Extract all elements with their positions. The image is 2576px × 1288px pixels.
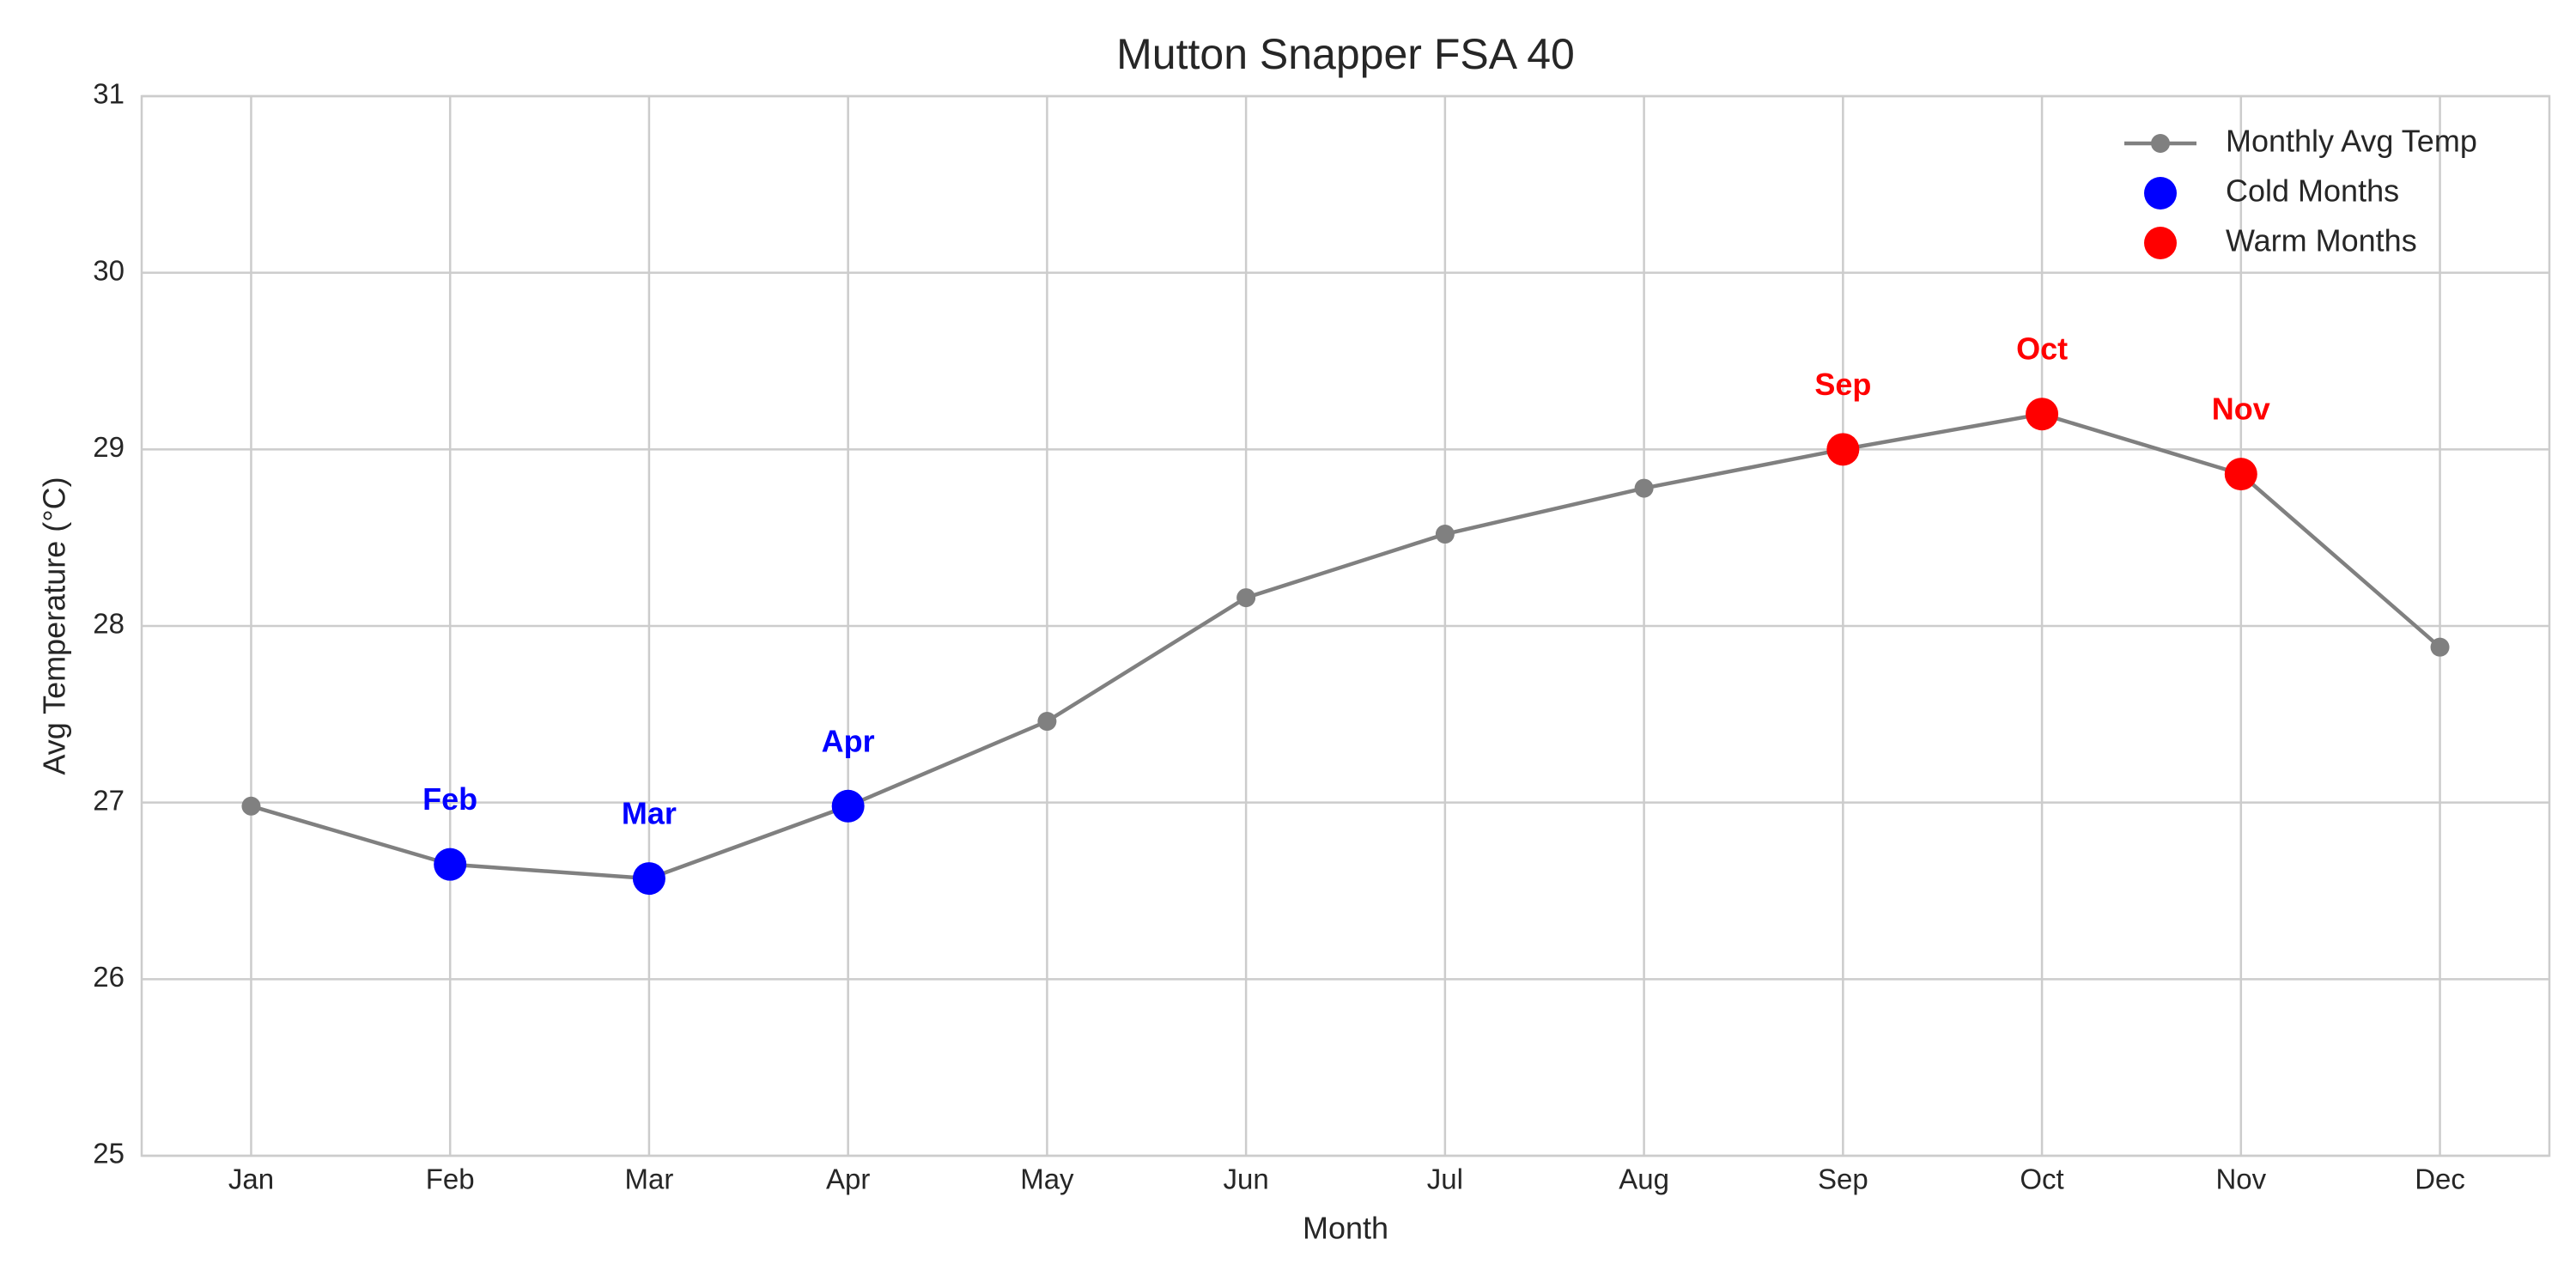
point-annotation: Sep [1814, 367, 1871, 402]
point-annotation: Mar [622, 796, 677, 831]
y-tick-label: 28 [93, 608, 125, 640]
point-annotation: Feb [422, 781, 477, 817]
highlight-point [831, 789, 865, 823]
line-marker [1037, 712, 1057, 732]
x-tick-label: Apr [826, 1163, 870, 1195]
highlight-point [434, 848, 467, 881]
x-tick-label: Mar [625, 1163, 674, 1195]
legend-label: Monthly Avg Temp [2226, 124, 2477, 159]
chart-title: Mutton Snapper FSA 40 [1116, 30, 1575, 78]
point-annotation: Apr [822, 723, 875, 758]
plot-frame [140, 94, 2551, 1157]
x-tick-label: Jul [1427, 1163, 1463, 1195]
y-tick-label: 30 [93, 254, 125, 286]
highlight-point [632, 862, 665, 896]
y-tick-label: 27 [93, 784, 125, 816]
legend-marker [2144, 227, 2177, 259]
line-marker [1236, 588, 1256, 608]
legend-label: Warm Months [2226, 223, 2417, 258]
point-annotation: Oct [2016, 331, 2068, 367]
line-marker [241, 796, 261, 816]
highlight-point [2224, 458, 2257, 491]
line-marker [1435, 525, 1455, 544]
y-tick-label: 25 [93, 1138, 125, 1170]
y-tick-label: 29 [93, 431, 125, 463]
y-axis-label: Avg Temperature (°C) [37, 477, 72, 775]
x-tick-label: Dec [2415, 1163, 2465, 1195]
point-annotation: Nov [2212, 392, 2270, 427]
highlight-point [1826, 433, 1860, 466]
x-tick-label: Sep [1818, 1163, 1868, 1195]
highlight-point [2026, 398, 2059, 431]
line-marker [2430, 637, 2450, 657]
x-tick-label: Oct [2020, 1163, 2063, 1195]
x-tick-label: Jun [1224, 1163, 1269, 1195]
x-tick-label: Feb [426, 1163, 475, 1195]
y-tick-label: 26 [93, 961, 125, 993]
x-tick-label: Aug [1619, 1163, 1669, 1195]
legend-marker [2144, 177, 2177, 210]
data-line [250, 411, 2442, 881]
legend-marker [2151, 134, 2170, 153]
x-axis-label: Month [1303, 1211, 1388, 1246]
x-tick-label: May [1020, 1163, 1074, 1195]
line-marker [1634, 478, 1654, 498]
x-tick-label: Jan [228, 1163, 274, 1195]
y-tick-label: 31 [93, 78, 125, 110]
legend-label: Cold Months [2226, 173, 2399, 209]
x-tick-label: Nov [2215, 1163, 2266, 1195]
